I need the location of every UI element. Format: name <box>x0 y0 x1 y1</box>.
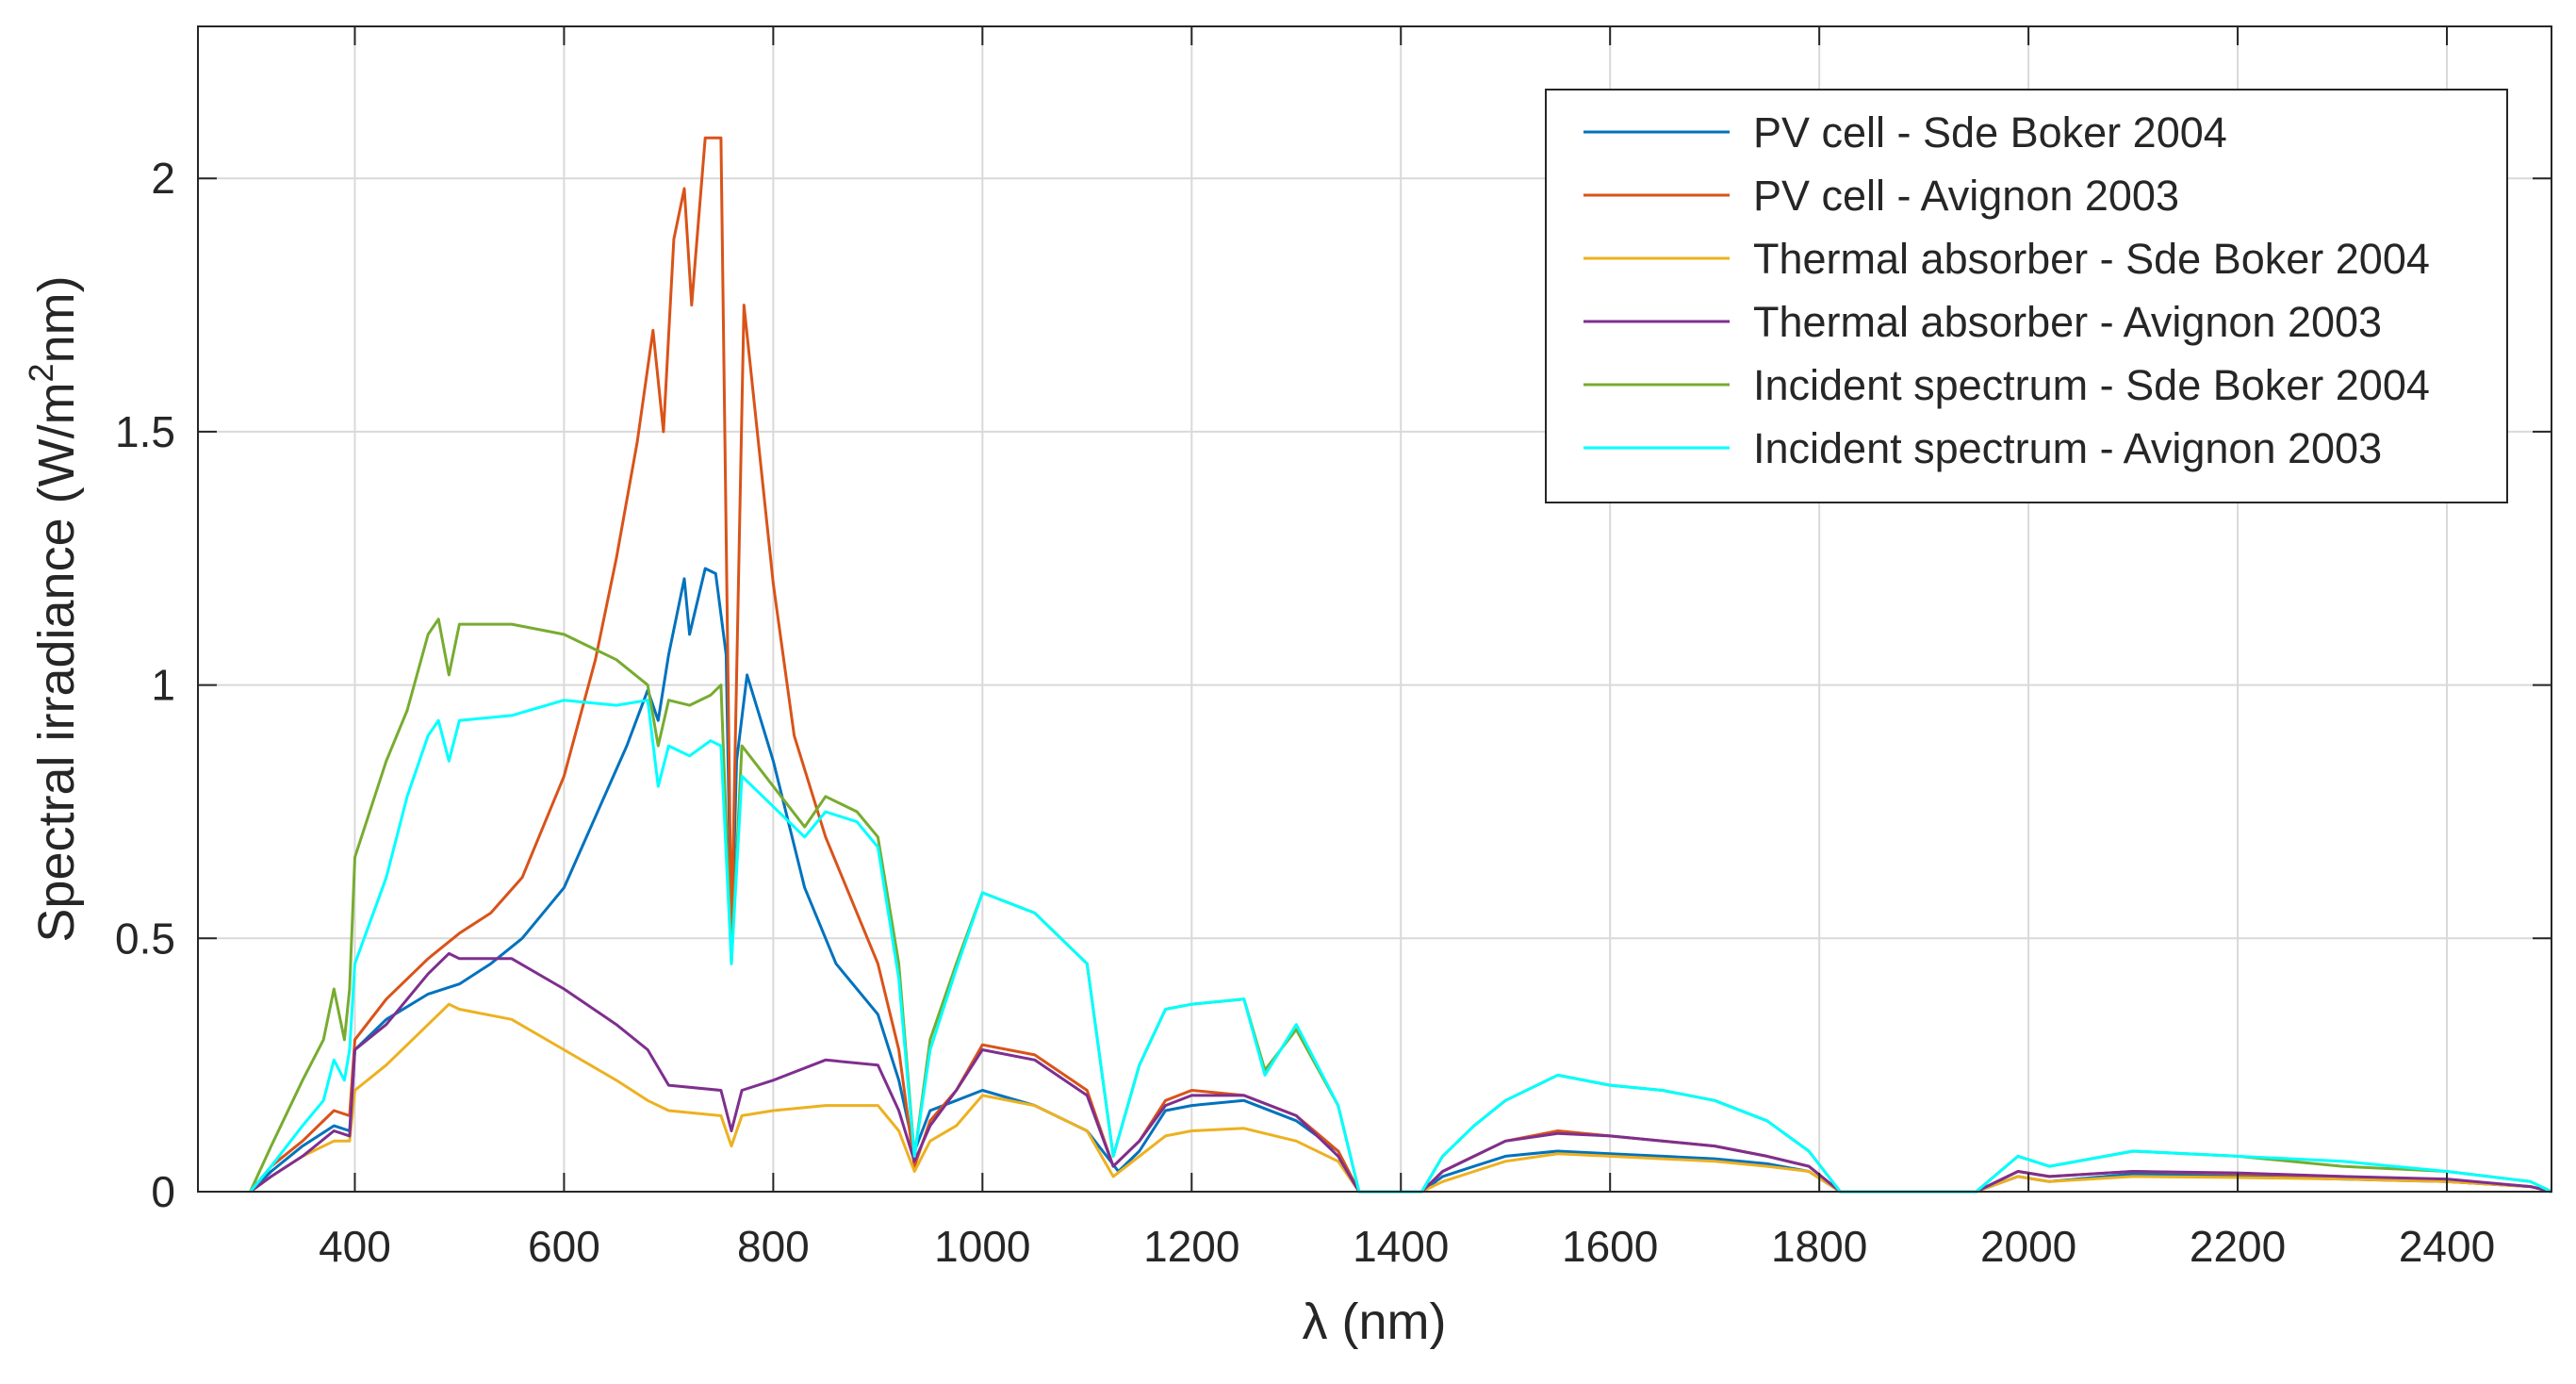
x-tick-label: 1000 <box>934 1222 1030 1271</box>
x-tick-label: 2400 <box>2399 1222 2495 1271</box>
series-line-4 <box>249 951 2552 1194</box>
y-axis-label-end: nm) <box>28 275 85 363</box>
series-line-6 <box>249 699 2552 1194</box>
y-axis-label-main: Spectral irradiance (W/m <box>28 382 85 942</box>
ticks: 400 600 800 1000 1200 1400 1600 1800 2000 2200 240… <box>115 26 2551 1271</box>
y-tick-label: 0 <box>151 1167 175 1216</box>
legend-box <box>1545 89 2508 503</box>
y-tick-label: 2 <box>151 154 175 203</box>
x-tick-label: 1400 <box>1353 1222 1449 1271</box>
legend-label: Incident spectrum - Avignon 2003 <box>1753 424 2382 472</box>
legend-label: Thermal absorber - Avignon 2003 <box>1753 298 2382 346</box>
y-tick-label: 1 <box>151 661 175 710</box>
y-tick-label: 1.5 <box>115 407 175 456</box>
x-axis-label: λ (nm) <box>1303 1293 1447 1350</box>
x-tick-label: 600 <box>528 1222 600 1271</box>
x-tick-label: 1800 <box>1771 1222 1867 1271</box>
x-tick-label: 2000 <box>1980 1222 2076 1271</box>
x-tick-label: 800 <box>737 1222 810 1271</box>
legend-label: Incident spectrum - Sde Boker 2004 <box>1753 361 2430 409</box>
legend-label: PV cell - Sde Boker 2004 <box>1753 108 2227 157</box>
legend-label: Thermal absorber - Sde Boker 2004 <box>1753 235 2430 283</box>
legend-label: PV cell - Avignon 2003 <box>1753 172 2179 220</box>
axes-box <box>197 25 2552 1193</box>
x-tick-label: 1200 <box>1143 1222 1239 1271</box>
x-tick-label: 1600 <box>1562 1222 1658 1271</box>
x-tick-label: 2200 <box>2190 1222 2286 1271</box>
x-tick-label: 400 <box>319 1222 391 1271</box>
legend: PV cell - Sde Boker 2004 PV cell - Avigno… <box>1545 89 2508 503</box>
y-axis-label-sup: 2 <box>22 363 60 382</box>
y-axis-label: Spectral irradiance (W/m2nm) <box>22 275 85 942</box>
series-group <box>249 136 2552 1194</box>
y-tick-label: 0.5 <box>115 914 175 963</box>
